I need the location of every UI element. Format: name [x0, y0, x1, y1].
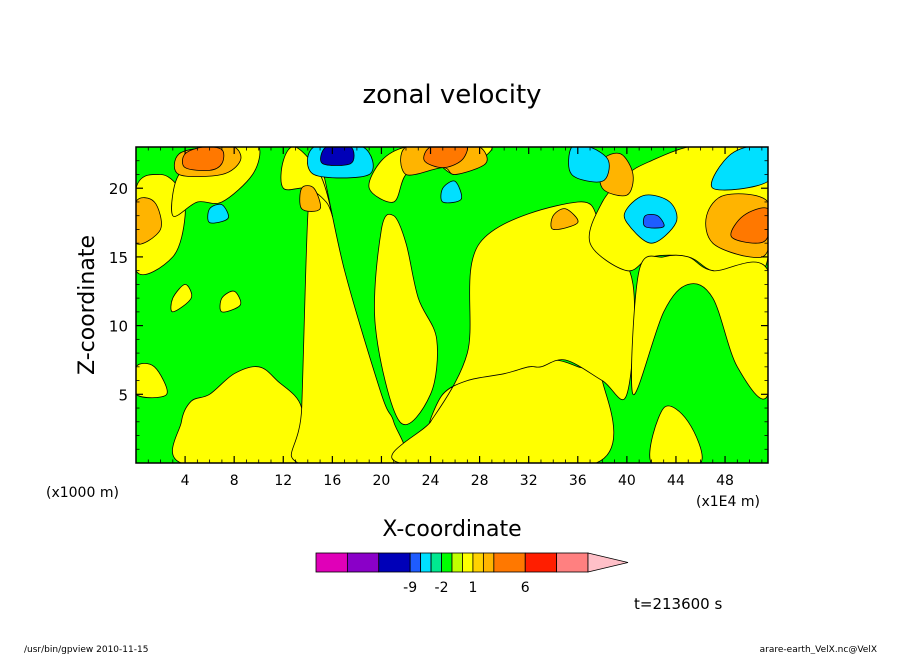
y-tick-label: 20	[109, 180, 128, 198]
x-tick-label: 40	[618, 473, 636, 489]
colorbar-swatch	[441, 552, 453, 573]
footer-right: arare-earth_VelX.nc@VelX	[760, 645, 877, 654]
x-unit-label: (x1E4 m)	[696, 494, 760, 510]
contour-region-32	[207, 203, 229, 224]
contour-region-22	[550, 208, 579, 230]
contour-region-28	[568, 147, 610, 183]
colorbar-tick-label: 1	[468, 580, 477, 596]
x-tick-label: 44	[667, 473, 685, 489]
x-axis-label: X-coordinate	[382, 517, 521, 542]
x-tick-label: 4	[181, 473, 190, 489]
x-tick-label: 32	[520, 473, 538, 489]
colorbar-tick-label: -9	[403, 580, 417, 596]
colorbar-swatch	[556, 552, 589, 573]
colorbar-extend-arrow	[587, 552, 629, 573]
x-tick-label: 36	[569, 473, 587, 489]
contour-region-4	[429, 201, 635, 424]
colorbar-swatch	[451, 552, 463, 573]
contour-region-31	[711, 147, 768, 191]
plot-area	[136, 147, 768, 463]
contour-region-19	[299, 185, 321, 212]
time-label: t=213600 s	[634, 595, 722, 613]
contour-region-15	[219, 290, 242, 313]
x-tick-label: 24	[422, 473, 440, 489]
x-tick-label: 20	[373, 473, 391, 489]
contour-region-33	[440, 180, 463, 204]
contour-fills	[136, 147, 768, 463]
contour-region-21	[423, 147, 468, 169]
y-unit-label: (x1000 m)	[46, 485, 119, 501]
contour-region-12	[649, 405, 703, 463]
colorbar: -9 -2 1 6	[315, 552, 629, 596]
contour-region-13	[136, 362, 168, 399]
x-tick-label: 16	[323, 473, 341, 489]
chart-title: zonal velocity	[362, 80, 541, 110]
contour-region-14	[170, 283, 193, 313]
contour-region-5	[374, 213, 438, 425]
y-tick-label: 15	[109, 249, 128, 267]
colorbar-swatch	[346, 552, 380, 573]
colorbar-swatch	[462, 552, 474, 573]
colorbar-swatch	[524, 552, 558, 573]
colorbar-swatch	[430, 552, 442, 573]
y-axis-label: Z-coordinate	[75, 235, 100, 375]
contour-region-30	[642, 213, 665, 229]
plot-frame	[135, 146, 769, 464]
y-tick-label: 10	[109, 318, 128, 336]
x-tick-label: 8	[230, 473, 239, 489]
contour-region-25	[730, 207, 768, 244]
contour-region-27	[320, 147, 355, 166]
colorbar-swatch	[493, 552, 526, 573]
colorbar-swatch	[482, 552, 495, 573]
y-tick-label: 5	[118, 386, 128, 404]
colorbar-swatch	[420, 552, 432, 573]
colorbar-tick-label: -2	[435, 580, 449, 596]
x-axis-ticks: 4 8 12 16 20 24 28 32 36 40 44 48	[147, 147, 763, 489]
colorbar-swatch	[378, 552, 411, 573]
contour-region-16	[136, 197, 162, 245]
colorbar-swatch	[409, 552, 422, 573]
footer-left: /usr/bin/gpview 2010-11-15	[24, 645, 148, 654]
x-tick-label: 28	[471, 473, 489, 489]
colorbar-swatch	[472, 552, 484, 573]
x-tick-label: 12	[274, 473, 292, 489]
x-tick-label: 48	[716, 473, 734, 489]
colorbar-tick-label: 6	[521, 580, 530, 596]
colorbar-swatch	[315, 552, 348, 573]
contour-region-11	[631, 254, 768, 400]
y-axis-ticks: 5 10 15 20	[109, 160, 768, 450]
